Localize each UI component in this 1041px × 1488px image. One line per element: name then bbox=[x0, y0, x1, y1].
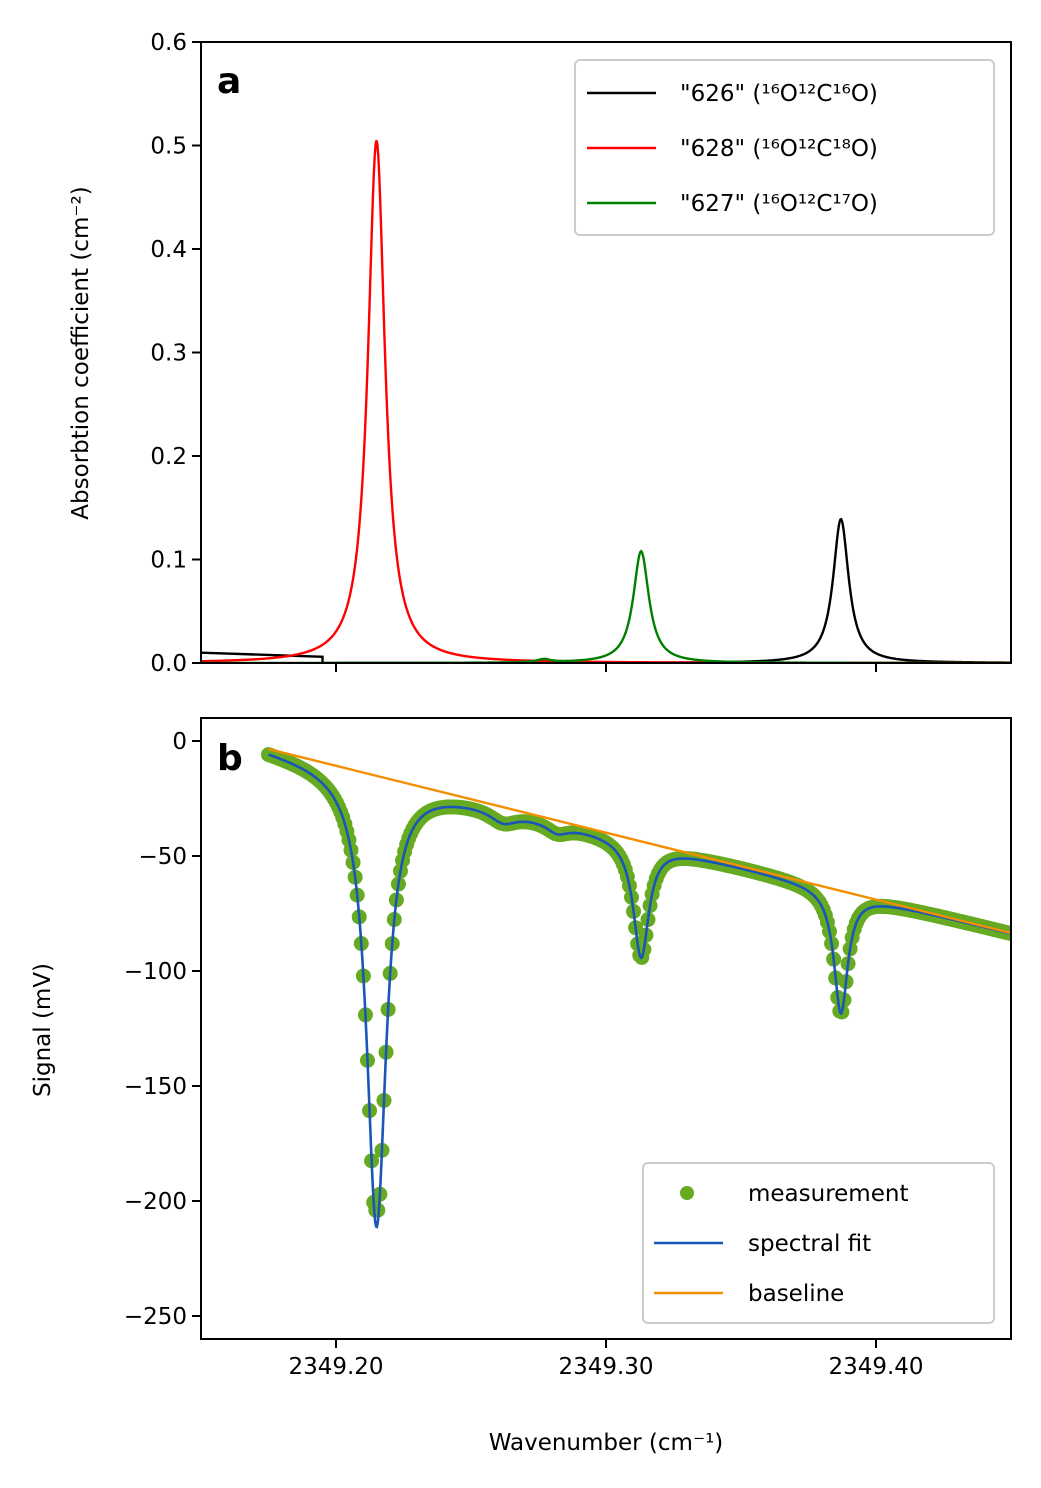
panel-b-x-axis-label: Wavenumber (cm⁻¹) bbox=[489, 1430, 724, 1456]
panel-b-legend: measurement spectral fit baseline bbox=[642, 1162, 995, 1324]
panel-a-y-axis-label: Absorbtion coefficient (cm⁻²) bbox=[68, 186, 94, 519]
panel-b-x-tick-label: 2349.30 bbox=[558, 1354, 653, 1380]
panel-a-letter: a bbox=[217, 61, 241, 102]
panel-b-x-tick-label: 2349.40 bbox=[828, 1354, 923, 1380]
series-line-626-o-c-o bbox=[201, 517, 1011, 663]
legend-label-measurement: measurement bbox=[748, 1181, 908, 1207]
panel-b-x-ticks: 2349.20 2349.30 2349.40 bbox=[288, 1339, 924, 1380]
legend-label-626: "626" (¹⁶O¹²C¹⁶O) bbox=[680, 81, 878, 107]
panel-b-y-axis-label: Signal (mV) bbox=[30, 963, 56, 1097]
legend-label-spectral-fit: spectral fit bbox=[748, 1231, 871, 1257]
panel-a-y-tick-label: 0.2 bbox=[150, 444, 187, 470]
panel-a-y-ticks: 0.0 0.1 0.2 0.3 0.4 0.5 0.6 bbox=[150, 30, 201, 677]
panel-b-y-tick-label: −50 bbox=[138, 844, 187, 870]
panel-b-y-tick-label: −250 bbox=[124, 1304, 187, 1330]
legend-swatch-measurement bbox=[680, 1186, 694, 1200]
panel-a-y-tick-label: 0.5 bbox=[150, 134, 187, 160]
panel-a-y-tick-label: 0.3 bbox=[150, 341, 187, 367]
panel-b-y-tick-label: −100 bbox=[124, 959, 187, 985]
panel-a-y-tick-label: 0.4 bbox=[150, 237, 187, 263]
panel-b-series bbox=[261, 747, 1011, 1229]
panel-b-y-tick-label: −200 bbox=[124, 1189, 187, 1215]
panel-b-letter: b bbox=[217, 738, 243, 779]
panel-b-y-tick-label: −150 bbox=[124, 1074, 187, 1100]
panel-b-legend-box bbox=[642, 1162, 995, 1324]
legend-label-627: "627" (¹⁶O¹²C¹⁷O) bbox=[680, 191, 878, 217]
panel-b-y-tick-label: 0 bbox=[172, 729, 187, 755]
series-line-baseline bbox=[268, 747, 1011, 935]
panel-a-legend: "626" (¹⁶O¹²C¹⁶O) "628" (¹⁶O¹²C¹⁸O) "627… bbox=[574, 59, 995, 236]
panel-a-legend-box bbox=[574, 59, 995, 236]
legend-label-baseline: baseline bbox=[748, 1281, 844, 1307]
panel-a-y-tick-label: 0.0 bbox=[150, 651, 187, 677]
panel-a-y-tick-label: 0.6 bbox=[150, 30, 187, 56]
legend-label-628: "628" (¹⁶O¹²C¹⁸O) bbox=[680, 136, 878, 162]
panel-b: 2349.20 2349.30 2349.40 0 −50 −100 −150 −200 −2… bbox=[30, 717, 1012, 1456]
panel-a-x-ticks bbox=[335, 663, 877, 672]
panel-b-y-ticks: 0 −50 −100 −150 −200 −250 bbox=[124, 729, 201, 1330]
series-line-spectral-fit bbox=[268, 753, 1011, 1229]
panel-a: 0.0 0.1 0.2 0.3 0.4 0.5 0.6 a Absorbtion coeff… bbox=[68, 30, 1012, 677]
panel-b-x-tick-label: 2349.20 bbox=[288, 1354, 383, 1380]
panel-a-y-tick-label: 0.1 bbox=[150, 548, 187, 574]
